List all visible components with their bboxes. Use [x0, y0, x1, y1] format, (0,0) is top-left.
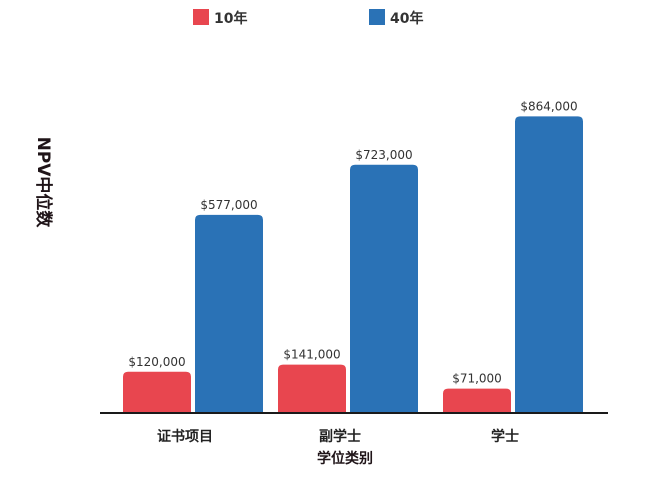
x-tick-label-3: 学士: [491, 428, 519, 445]
x-tick-label-1: 证书项目: [157, 428, 213, 445]
legend-swatch-1: [193, 9, 209, 25]
y-axis-label: NPV中位数: [33, 137, 54, 229]
data-label-1-2: $141,000: [283, 348, 340, 362]
legend: 10年 40年: [193, 9, 423, 27]
bars-group: $120,000 $577,000 $141,000 $723,000 $71,000 $…: [123, 99, 583, 414]
bar-1-2: [278, 364, 346, 413]
data-label-2-2: $723,000: [355, 148, 412, 162]
bar-1-1: [123, 371, 191, 413]
legend-swatch-2: [369, 9, 385, 25]
x-axis-title: 学位类别: [317, 450, 373, 467]
x-tick-label-2: 副学士: [319, 428, 361, 445]
bar-2-1: [195, 214, 263, 413]
legend-label-2: 40年: [390, 10, 423, 27]
data-label-1-1: $120,000: [128, 355, 185, 369]
legend-label-1: 10年: [214, 10, 247, 27]
y-axis-title: NPV中位数: [33, 137, 54, 229]
bar-1-3: [443, 388, 511, 413]
bar-2-2: [350, 164, 418, 413]
bar-2-3: [515, 116, 583, 414]
data-label-2-1: $577,000: [200, 198, 257, 212]
data-label-2-3: $864,000: [520, 99, 577, 113]
data-label-1-3: $71,000: [452, 372, 502, 386]
